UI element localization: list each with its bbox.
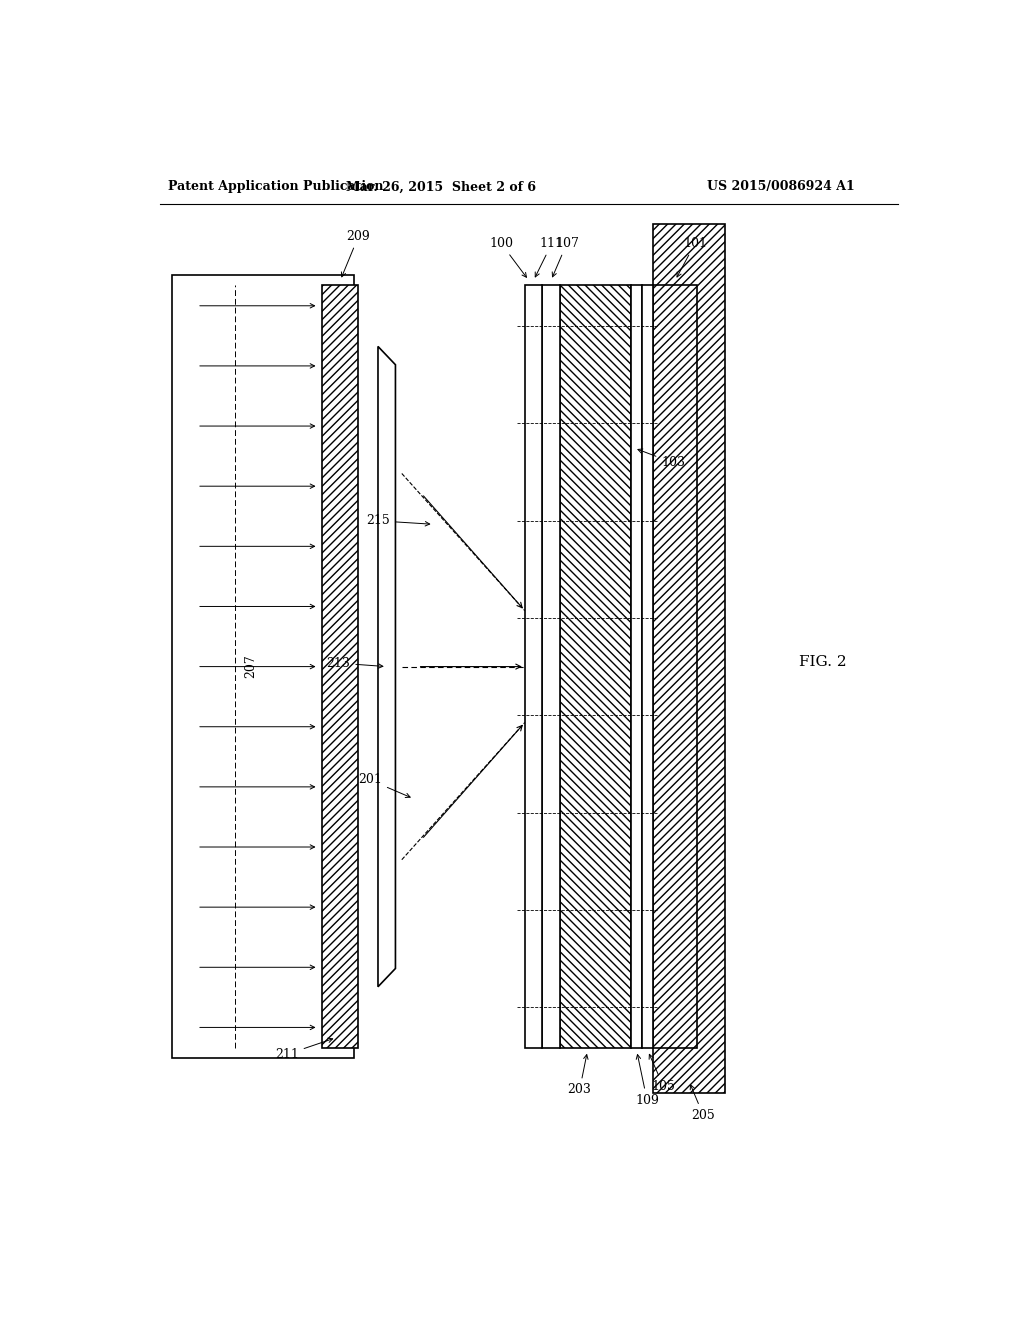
Polygon shape	[378, 346, 395, 987]
Bar	[172, 276, 354, 1057]
Bar	[543, 285, 560, 1048]
Text: 201: 201	[358, 774, 411, 797]
Bar	[642, 285, 653, 1048]
Bar	[653, 224, 725, 1093]
Bar	[631, 285, 642, 1048]
Text: US 2015/0086924 A1: US 2015/0086924 A1	[708, 181, 855, 193]
Bar	[560, 285, 631, 1048]
Text: Patent Application Publication: Patent Application Publication	[168, 181, 383, 193]
Text: 213: 213	[327, 656, 383, 669]
Text: 103: 103	[638, 449, 685, 470]
Text: 101: 101	[677, 236, 708, 277]
Text: 107: 107	[552, 236, 579, 277]
Text: Mar. 26, 2015  Sheet 2 of 6: Mar. 26, 2015 Sheet 2 of 6	[346, 181, 537, 193]
Bar	[653, 285, 697, 1048]
Text: 215: 215	[367, 515, 430, 527]
Text: 105: 105	[649, 1055, 676, 1093]
Text: 109: 109	[635, 1055, 659, 1106]
Text: 203: 203	[567, 1055, 592, 1097]
Text: 209: 209	[341, 230, 371, 277]
Text: FIG. 2: FIG. 2	[799, 655, 846, 668]
Text: 207: 207	[245, 655, 257, 678]
Text: 100: 100	[489, 236, 526, 277]
Text: 211: 211	[274, 1038, 333, 1061]
Text: 111: 111	[536, 236, 564, 277]
Bar	[524, 285, 543, 1048]
Bar	[323, 285, 358, 1048]
Text: 205: 205	[690, 1085, 715, 1122]
